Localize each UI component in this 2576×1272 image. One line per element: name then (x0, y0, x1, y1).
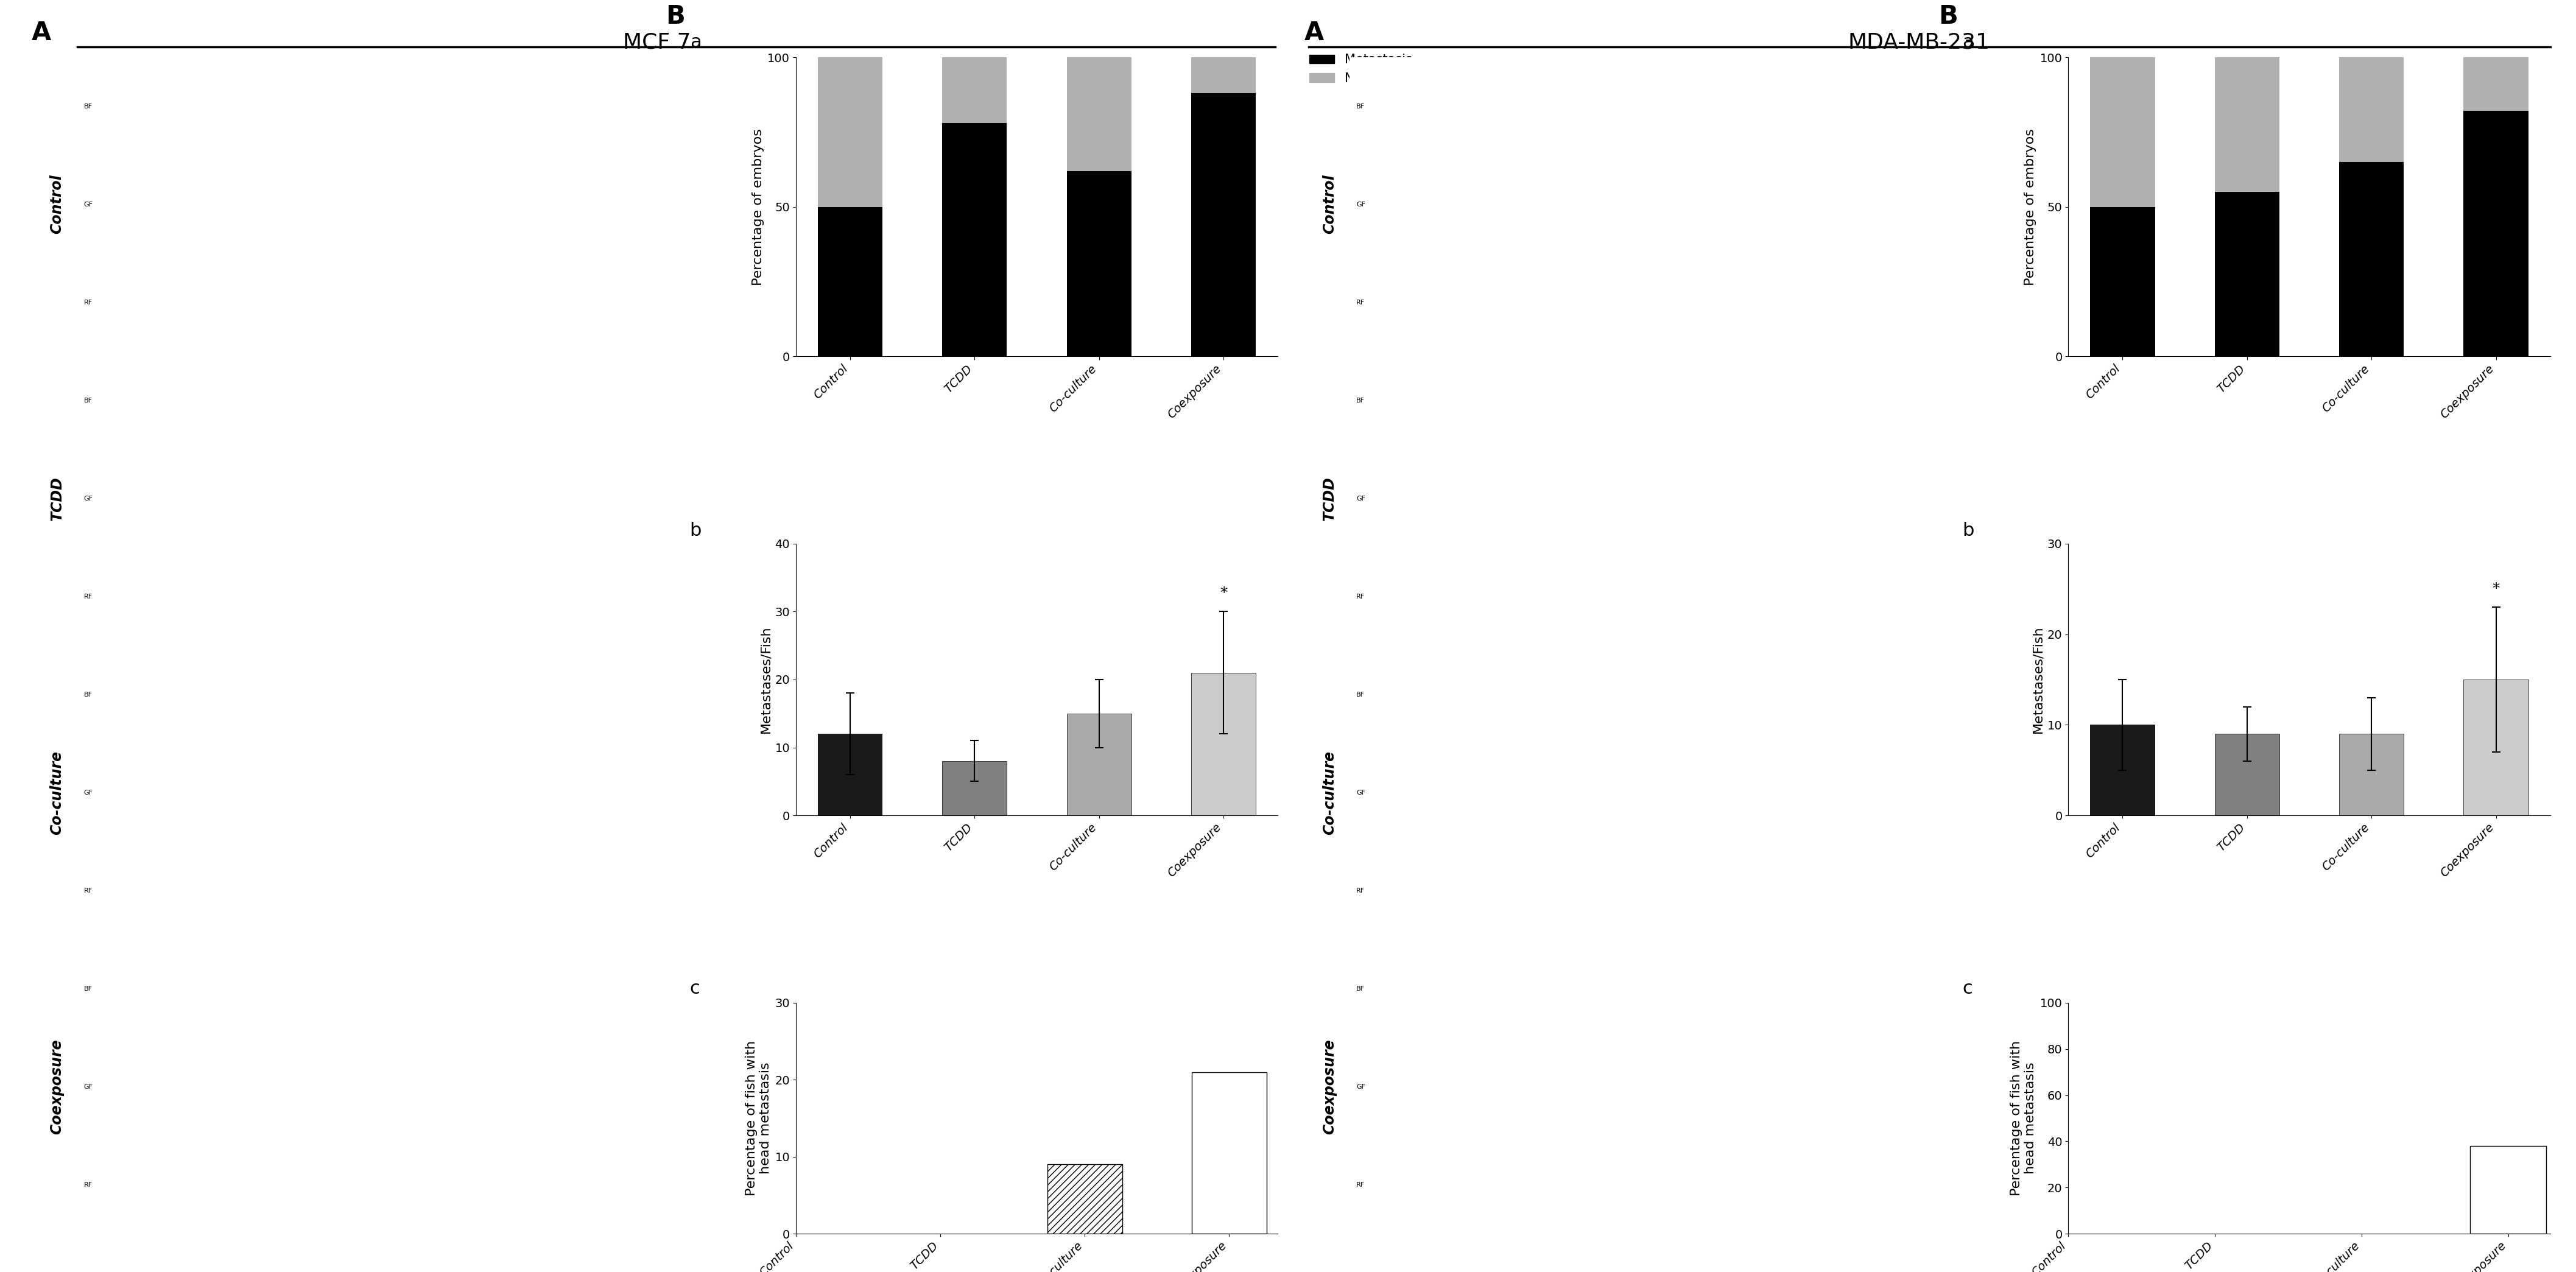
Text: MDA-MB-231: MDA-MB-231 (1847, 32, 1991, 52)
Text: BF: BF (85, 397, 93, 403)
Text: b: b (690, 522, 701, 539)
Text: GF: GF (85, 790, 93, 796)
Bar (943, 123, 1007, 356)
Text: GF: GF (1358, 1084, 1365, 1090)
Y-axis label: Percentage of fish with
head metastasis: Percentage of fish with head metastasis (744, 1040, 773, 1196)
Text: BF: BF (1358, 986, 1365, 992)
Bar (2089, 57, 2156, 207)
Text: TCDD: TCDD (1321, 476, 1337, 520)
Text: B: B (1937, 4, 1958, 29)
Text: TCDD: TCDD (49, 476, 64, 520)
Bar (1190, 93, 1257, 356)
Text: b: b (1963, 522, 1973, 539)
Bar (1048, 1164, 1123, 1234)
Text: GF: GF (1358, 201, 1365, 207)
Text: Co-culture: Co-culture (49, 750, 64, 834)
Text: B: B (665, 4, 685, 29)
Bar (1190, 57, 1257, 93)
Bar (2463, 57, 2527, 111)
Bar (2339, 57, 2403, 162)
Text: c: c (1963, 979, 1973, 997)
Legend: Metastasis, No metastasis: Metastasis, No metastasis (1303, 48, 1440, 89)
Text: RF: RF (85, 594, 93, 599)
Text: BF: BF (1358, 103, 1365, 109)
Text: a: a (1963, 33, 1973, 51)
Y-axis label: Percentage of embryos: Percentage of embryos (2025, 128, 2038, 285)
Text: GF: GF (85, 201, 93, 207)
Bar (2215, 734, 2280, 815)
Bar (1066, 170, 1131, 356)
Text: BF: BF (85, 103, 93, 109)
Text: Control: Control (1321, 174, 1337, 234)
Text: RF: RF (1358, 594, 1365, 599)
Text: BF: BF (85, 692, 93, 697)
Bar (1066, 57, 1131, 170)
Text: BF: BF (1358, 692, 1365, 697)
Text: BF: BF (1358, 397, 1365, 403)
Bar (1193, 1072, 1267, 1234)
Y-axis label: Metastases/Fish: Metastases/Fish (2032, 626, 2043, 733)
Text: RF: RF (85, 1182, 93, 1188)
Bar (943, 761, 1007, 815)
Bar (1190, 673, 1257, 815)
Text: RF: RF (1358, 299, 1365, 305)
Text: Control: Control (49, 174, 64, 234)
Bar (817, 734, 884, 815)
Text: GF: GF (1358, 495, 1365, 501)
Text: Co-culture: Co-culture (1321, 750, 1337, 834)
Text: c: c (690, 979, 701, 997)
Bar (2339, 734, 2403, 815)
Text: GF: GF (85, 1084, 93, 1090)
Bar (2089, 725, 2156, 815)
Text: Coexposure: Coexposure (49, 1039, 64, 1135)
Text: GF: GF (1358, 790, 1365, 796)
Bar (2215, 192, 2280, 356)
Y-axis label: Percentage of fish with
head metastasis: Percentage of fish with head metastasis (2009, 1040, 2038, 1196)
Text: RF: RF (1358, 1182, 1365, 1188)
Text: RF: RF (1358, 888, 1365, 894)
Text: *: * (1218, 586, 1226, 600)
Text: A: A (31, 20, 52, 46)
Text: GF: GF (85, 495, 93, 501)
Bar (943, 57, 1007, 123)
Y-axis label: Metastases/Fish: Metastases/Fish (760, 626, 773, 733)
Text: MCF 7: MCF 7 (623, 32, 690, 52)
Text: A: A (1303, 20, 1324, 46)
Text: *: * (2491, 581, 2499, 597)
Bar (2470, 1146, 2548, 1234)
Bar (1066, 714, 1131, 815)
Bar (2463, 679, 2527, 815)
Text: a: a (690, 33, 701, 51)
Text: BF: BF (85, 986, 93, 992)
Y-axis label: Percentage of embryos: Percentage of embryos (752, 128, 765, 285)
Bar (817, 207, 884, 356)
Bar (2215, 57, 2280, 192)
Bar (2339, 162, 2403, 356)
Text: RF: RF (85, 888, 93, 894)
Bar (2089, 207, 2156, 356)
Bar (817, 57, 884, 207)
Text: RF: RF (85, 299, 93, 305)
Bar (2463, 111, 2527, 356)
Text: Coexposure: Coexposure (1321, 1039, 1337, 1135)
